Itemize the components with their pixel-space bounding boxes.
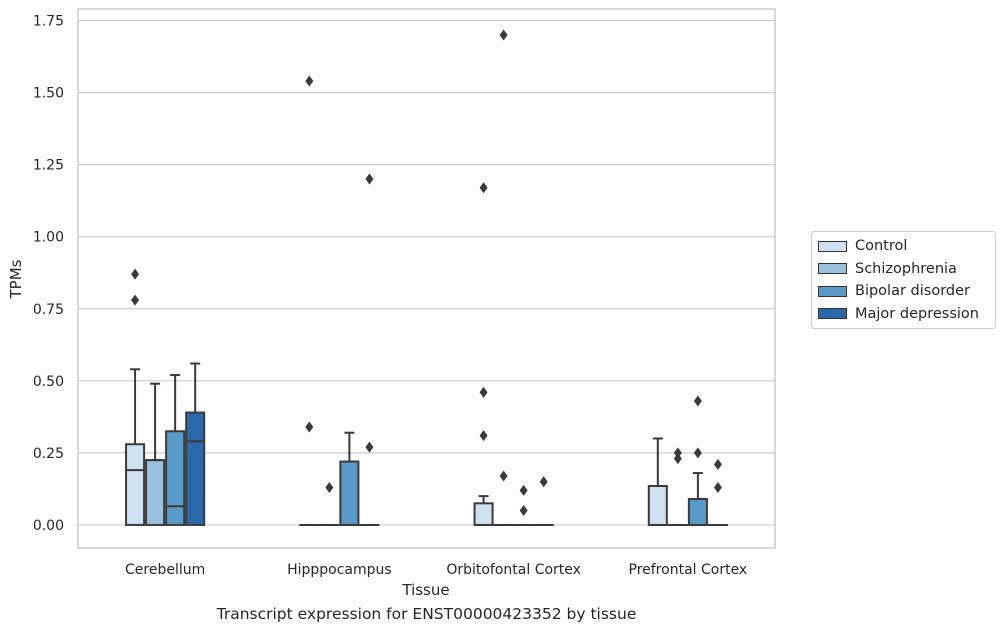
outlier-point bbox=[499, 29, 508, 41]
box-bipolar-disorder bbox=[513, 484, 534, 526]
outlier-point bbox=[673, 453, 682, 465]
y-tick-label: 0.25 bbox=[33, 446, 64, 462]
y-tick-label: 1.00 bbox=[33, 230, 64, 246]
y-tick-label: 1.25 bbox=[33, 158, 64, 174]
box-schizophrenia bbox=[667, 447, 688, 526]
chart-caption: Transcript expression for ENST0000042335… bbox=[216, 605, 637, 623]
box-control bbox=[647, 437, 668, 526]
outlier-point bbox=[713, 481, 722, 493]
box-control bbox=[125, 268, 146, 526]
legend-swatch bbox=[818, 240, 847, 252]
box-bipolar-disorder bbox=[339, 431, 360, 526]
y-axis-label: TPMs bbox=[7, 259, 25, 299]
outlier-point bbox=[131, 294, 140, 306]
legend-label: Schizophrenia bbox=[855, 260, 957, 277]
outlier-point bbox=[673, 447, 682, 459]
outlier-point bbox=[693, 395, 702, 407]
outlier-point bbox=[519, 484, 528, 496]
box-schizophrenia bbox=[145, 382, 166, 526]
x-tick-label: Prefrontal Cortex bbox=[629, 562, 748, 578]
box-schizophrenia bbox=[319, 481, 340, 526]
outlier-point bbox=[519, 505, 528, 517]
outlier-point bbox=[479, 430, 488, 442]
box-rect bbox=[145, 459, 166, 526]
legend-swatch bbox=[818, 308, 847, 320]
x-tick-label: Hipppocampus bbox=[287, 562, 392, 578]
outlier-point bbox=[305, 421, 314, 433]
box-rect bbox=[339, 460, 360, 526]
outlier-point bbox=[305, 75, 314, 87]
legend-label: Bipolar disorder bbox=[855, 283, 970, 300]
legend-item: Major depression bbox=[812, 303, 995, 326]
outlier-point bbox=[479, 386, 488, 398]
box-bipolar-disorder bbox=[165, 374, 186, 526]
legend-swatch bbox=[818, 285, 847, 297]
legend-item: Schizophrenia bbox=[812, 258, 995, 281]
box-major-depression bbox=[185, 362, 206, 526]
outlier-point bbox=[499, 470, 508, 482]
box-rect bbox=[687, 498, 708, 526]
y-tick-label: 1.50 bbox=[33, 86, 64, 102]
box-bipolar-disorder bbox=[687, 395, 708, 526]
outlier-point bbox=[693, 447, 702, 459]
box-major-depression bbox=[707, 458, 728, 526]
box-rect bbox=[165, 430, 186, 526]
legend-item: Bipolar disorder bbox=[812, 280, 995, 303]
y-tick-labels: 0.00 0.25 0.50 0.75 1.00 1.25 1.50 1.75 bbox=[33, 14, 64, 534]
box-major-depression bbox=[359, 173, 380, 526]
x-tick-label: Cerebellum bbox=[125, 562, 205, 578]
x-tick-label: Orbitofontal Cortex bbox=[446, 562, 581, 578]
plot-frame bbox=[77, 8, 776, 549]
box-control bbox=[473, 182, 494, 526]
outlier-point bbox=[539, 476, 548, 488]
y-tick-label: 0.50 bbox=[33, 374, 64, 390]
y-tick-label: 0.75 bbox=[33, 302, 64, 318]
outlier-point bbox=[365, 173, 374, 185]
box-rect bbox=[647, 485, 668, 526]
box-rect bbox=[125, 443, 146, 526]
box-schizophrenia bbox=[493, 29, 514, 526]
legend-label: Control bbox=[855, 238, 908, 255]
outlier-point bbox=[479, 182, 488, 194]
box-major-depression bbox=[533, 476, 554, 526]
outlier-point bbox=[325, 481, 334, 493]
box-series bbox=[125, 29, 728, 526]
box-control bbox=[299, 75, 320, 526]
outlier-point bbox=[365, 441, 374, 453]
legend-swatch bbox=[818, 263, 847, 275]
legend: Control Schizophrenia Bipolar disorder Majo… bbox=[811, 231, 996, 329]
y-tick-label: 0.00 bbox=[33, 518, 64, 534]
box-rect bbox=[473, 502, 494, 526]
x-axis-label: Tissue bbox=[401, 581, 449, 599]
outlier-point bbox=[713, 458, 722, 470]
x-tick-labels: Cerebellum Hipppocampus Orbitofontal Corte… bbox=[125, 562, 747, 578]
y-tick-label: 1.75 bbox=[33, 14, 64, 30]
outlier-point bbox=[131, 268, 140, 280]
legend-label: Major depression bbox=[855, 305, 979, 322]
box-rect bbox=[185, 411, 206, 526]
legend-item: Control bbox=[812, 235, 995, 258]
